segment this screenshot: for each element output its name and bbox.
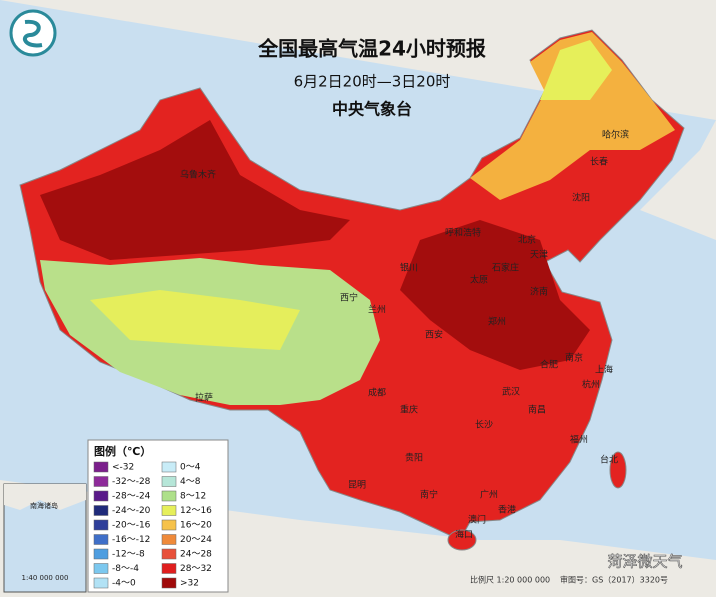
city: 呼和浩特 (445, 227, 481, 239)
city: 西宁 (340, 292, 358, 304)
city: 福州 (570, 434, 588, 446)
city-labels: 乌鲁木齐 拉萨 西宁 兰州 银川 呼和浩特 北京 天津 石家庄 太原 济南 郑州… (180, 129, 629, 541)
city: 南京 (565, 352, 583, 364)
city: 贵阳 (405, 452, 423, 464)
legend-label: <-32 (112, 463, 134, 473)
city: 拉萨 (195, 392, 213, 404)
city: 哈尔滨 (602, 129, 629, 141)
inset: 南海诸岛 1:40 000 000 (3, 483, 87, 593)
legend-label: -24～-20 (112, 506, 151, 516)
legend-swatch (93, 490, 109, 502)
approval: 审图号：GS（2017）3320号 (560, 575, 668, 585)
legend-swatch (93, 476, 109, 487)
legend-swatch (161, 490, 177, 502)
legend-label: -32～-28 (112, 477, 151, 487)
legend-swatch (93, 548, 109, 560)
city: 天津 (530, 250, 548, 261)
city: 台北 (600, 454, 618, 466)
legend-swatch (93, 577, 109, 589)
legend-label: 12～16 (180, 506, 212, 516)
legend-title: 图例（℃） (94, 444, 151, 458)
inset-scale: 1:40 000 000 (22, 574, 69, 582)
scale: 比例尺 1:20 000 000 (470, 575, 550, 585)
city: 广州 (480, 489, 498, 501)
mild-northeast (540, 40, 612, 100)
city: 银川 (400, 262, 418, 274)
city: 武汉 (502, 386, 520, 398)
mild-plateau (90, 290, 300, 350)
city: 北京 (518, 234, 536, 246)
legend-swatch (161, 577, 177, 589)
subtitle: 6月2日20时—3日20时 (294, 73, 451, 91)
legend-swatch (93, 461, 109, 473)
logo-mark (22, 19, 43, 48)
city: 上海 (595, 364, 613, 376)
legend-swatch (161, 476, 177, 487)
city: 杭州 (582, 379, 600, 391)
legend-swatch (93, 505, 109, 516)
legend-swatch (161, 534, 177, 545)
hainan (447, 529, 477, 551)
legend-frame (87, 439, 229, 593)
legend: 图例（℃） <-32 -32～-28 -28～-24 -24～-20 -20～-16 -1… (87, 439, 229, 593)
city: 合肥 (540, 359, 558, 371)
taiwan (609, 451, 627, 489)
city: 成都 (368, 387, 386, 399)
legend-label: 24～28 (180, 550, 212, 560)
legend-label: -16～-12 (112, 535, 150, 545)
city: 香港 (498, 504, 516, 516)
legend-label: 4～8 (180, 477, 201, 487)
city: 澳门 (468, 514, 486, 526)
city: 长沙 (475, 419, 493, 431)
city: 太原 (470, 274, 488, 286)
legend-label: -4～0 (112, 579, 136, 589)
legend-label: 28～32 (180, 564, 212, 574)
legend-swatch (161, 519, 177, 531)
hot-northwest (40, 120, 350, 260)
legend-swatch (161, 461, 177, 473)
legend-label: >32 (180, 579, 199, 589)
city: 长春 (590, 156, 608, 168)
city: 重庆 (400, 404, 418, 416)
city: 乌鲁木齐 (180, 169, 216, 181)
inset-land (4, 484, 86, 510)
legend-swatch (93, 534, 109, 545)
legend-swatch (161, 548, 177, 560)
city: 兰州 (368, 304, 386, 316)
watermark: 菏泽微天气 (607, 553, 682, 571)
city: 沈阳 (572, 192, 590, 204)
legend-swatch (161, 563, 177, 574)
agency: 中央气象台 (332, 100, 412, 119)
legend-label: -20～-16 (112, 521, 151, 531)
legend-label: 0～4 (180, 463, 201, 473)
title: 全国最高气温24小时预报 (257, 37, 486, 61)
city: 海口 (455, 529, 473, 541)
city: 南宁 (420, 489, 438, 501)
warm-northeast (470, 32, 675, 200)
city: 石家庄 (492, 262, 519, 274)
legend-label: 16～20 (180, 521, 212, 531)
legend-label: 8～12 (180, 492, 206, 502)
legend-swatch (93, 519, 109, 531)
legend-swatch (93, 563, 109, 574)
city: 郑州 (488, 316, 506, 328)
hot-north-china (400, 220, 590, 370)
city: 济南 (530, 286, 548, 298)
city: 昆明 (348, 480, 366, 491)
city: 西安 (425, 329, 443, 341)
legend-label: -12～-8 (112, 550, 145, 560)
legend-swatch (161, 505, 177, 516)
legend-label: 20～24 (180, 535, 212, 545)
legend-label: -8～-4 (112, 564, 139, 574)
legend-label: -28～-24 (112, 492, 151, 502)
inset-title: 南海诸岛 (30, 501, 58, 510)
city: 南昌 (528, 404, 546, 416)
